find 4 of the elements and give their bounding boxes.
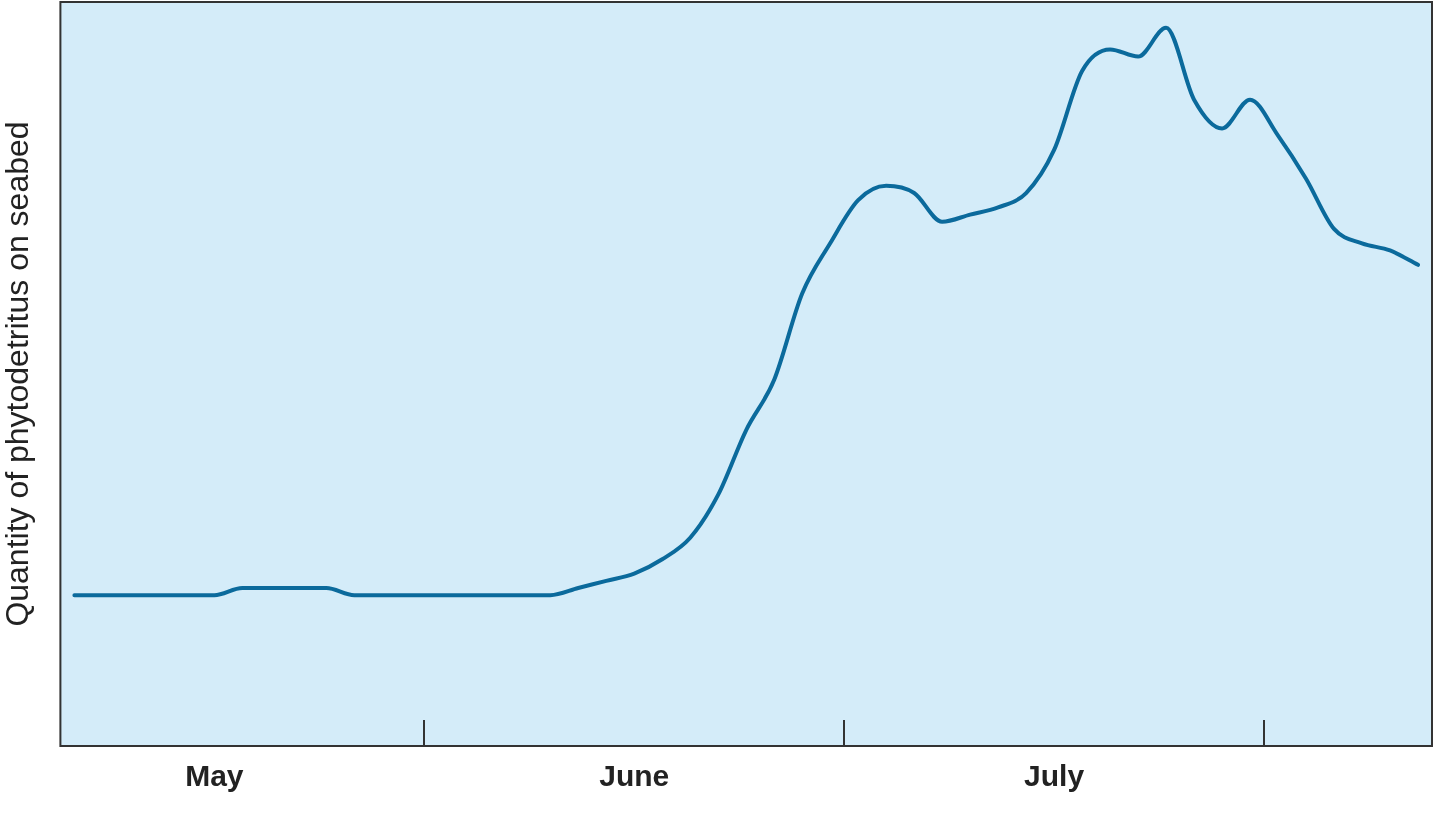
y-axis-title: Quantity of phytodetritus on seabed xyxy=(0,121,36,627)
x-tick-label: July xyxy=(1024,759,1085,793)
x-tick-label: May xyxy=(185,759,244,793)
x-tick-label: June xyxy=(599,759,670,793)
